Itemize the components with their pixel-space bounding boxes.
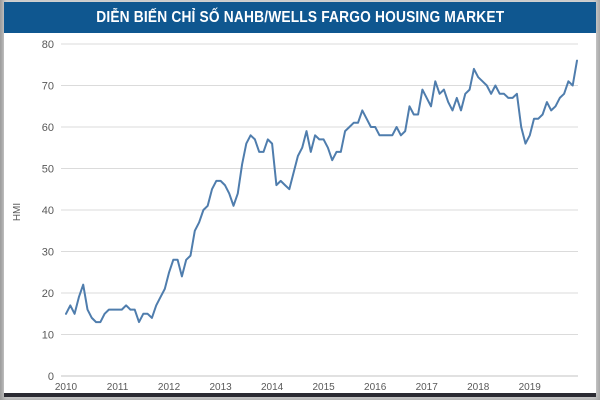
hmi-series-line: [65, 59, 578, 324]
y-tick-label: 70: [42, 81, 54, 93]
chart-card: DIỄN BIẾN CHỈ SỐ NAHB/WELLS FARGO HOUSIN…: [4, 2, 596, 393]
card-bottom-edge: [4, 393, 596, 397]
y-axis-title: HMI: [12, 203, 23, 221]
y-tick-label: 60: [42, 122, 54, 134]
y-tick-label: 20: [42, 288, 54, 300]
x-tick-label: 2013: [209, 382, 232, 393]
y-tick-label: 40: [42, 205, 54, 217]
y-tick-label: 30: [42, 247, 54, 259]
x-tick-label: 2014: [261, 382, 284, 393]
y-tick-label: 50: [42, 164, 54, 176]
x-tick-label: 2015: [313, 382, 336, 393]
y-tick-label: 0: [48, 371, 54, 383]
x-tick-label: 2011: [107, 382, 129, 393]
x-tick-label: 2019: [519, 382, 542, 393]
x-tick-label: 2010: [55, 382, 78, 393]
y-tick-label: 10: [42, 330, 54, 342]
x-tick-label: 2016: [364, 382, 387, 393]
y-tick-label: 80: [42, 39, 54, 51]
x-tick-label: 2017: [416, 382, 439, 393]
x-tick-label: 2012: [158, 382, 181, 393]
chart-title: DIỄN BIẾN CHỈ SỐ NAHB/WELLS FARGO HOUSIN…: [95, 8, 505, 26]
title-bar: DIỄN BIẾN CHỈ SỐ NAHB/WELLS FARGO HOUSIN…: [4, 2, 596, 33]
x-tick-label: 2018: [467, 382, 490, 393]
